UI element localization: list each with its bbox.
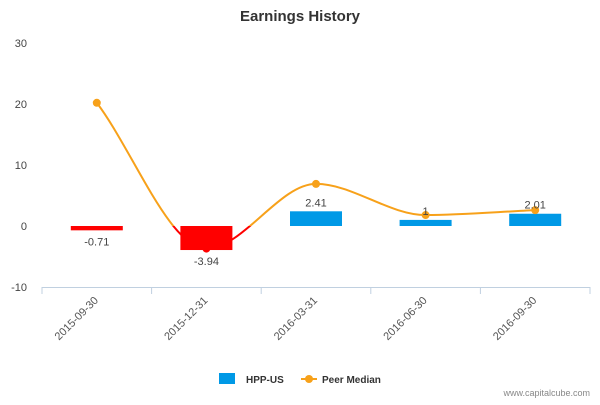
bar-2016-09-30[interactable] xyxy=(509,213,562,226)
y-axis: 30 20 10 0 -10 xyxy=(11,38,27,294)
y-tick-label: 20 xyxy=(15,99,27,111)
x-axis: 2015-09-30 2015-12-31 2016-03-31 2016-06-30… xyxy=(41,287,591,343)
chart-title: Earnings History xyxy=(240,8,361,25)
bar-value-label: 2.41 xyxy=(305,197,326,209)
peer-median-point[interactable] xyxy=(421,211,430,220)
peer-median-point[interactable] xyxy=(312,179,320,188)
peer-median-point[interactable] xyxy=(531,206,540,215)
bar-2016-06-30[interactable] xyxy=(399,219,452,226)
y-tick-label: -10 xyxy=(11,282,27,294)
bar-value-label: 1 xyxy=(423,206,429,218)
x-tick-label: 2015-12-31 xyxy=(162,295,210,343)
peer-median-line xyxy=(96,102,536,226)
legend-label: HPP-US xyxy=(246,375,284,386)
bar-value-label: -3.94 xyxy=(194,256,219,268)
y-tick-label: 30 xyxy=(15,38,27,50)
bar-value-label: 2.01 xyxy=(524,200,545,212)
x-tick-label: 2015-09-30 xyxy=(53,295,101,343)
bar-2016-03-31[interactable] xyxy=(290,211,342,226)
x-tick-label: 2016-09-30 xyxy=(491,295,539,343)
legend[interactable]: HPP-US Peer Median xyxy=(219,373,381,386)
legend-marker xyxy=(305,375,313,383)
peer-median-point[interactable] xyxy=(92,98,101,107)
peer-median-line-negative xyxy=(172,226,252,250)
x-tick-label: 2016-03-31 xyxy=(272,295,320,343)
x-tick-label: 2016-06-30 xyxy=(381,295,429,343)
credit-text: www.capitalcube.com xyxy=(502,388,590,398)
legend-bar-swatch xyxy=(219,373,235,384)
peer-median-point[interactable] xyxy=(202,244,211,253)
bar-series xyxy=(70,211,562,251)
bar-value-label: -0.71 xyxy=(84,236,109,248)
line-series xyxy=(92,98,540,253)
bar-2015-09-30[interactable] xyxy=(70,226,123,231)
legend-item-hpp-us[interactable]: HPP-US xyxy=(219,373,284,386)
y-tick-label: 0 xyxy=(21,221,27,233)
legend-label: Peer Median xyxy=(322,375,381,386)
y-tick-label: 10 xyxy=(15,160,27,172)
data-labels: -0.71 -3.94 2.41 1 2.01 xyxy=(84,197,546,268)
legend-item-peer-median[interactable]: Peer Median xyxy=(301,375,381,386)
